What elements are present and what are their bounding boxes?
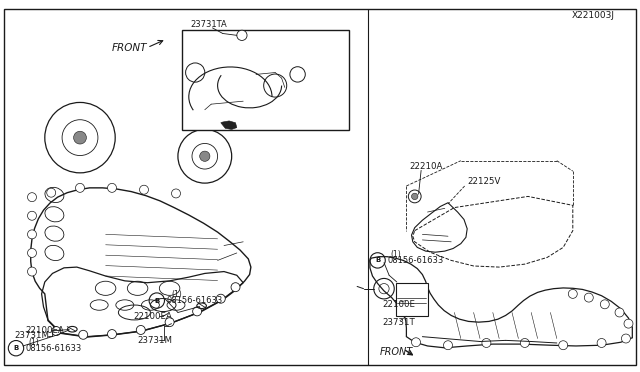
Circle shape <box>47 188 56 197</box>
Text: B: B <box>154 298 159 304</box>
Circle shape <box>200 151 210 161</box>
Circle shape <box>482 339 491 347</box>
Circle shape <box>559 341 568 350</box>
Text: (1): (1) <box>172 291 182 299</box>
Circle shape <box>28 267 36 276</box>
Text: 23731M: 23731M <box>138 336 173 345</box>
Text: X221003J: X221003J <box>572 11 614 20</box>
Text: 22100E: 22100E <box>382 300 415 309</box>
Circle shape <box>216 294 225 303</box>
Circle shape <box>79 330 88 339</box>
Circle shape <box>52 327 61 336</box>
Text: 23731M: 23731M <box>14 331 49 340</box>
Text: 22125V: 22125V <box>467 177 500 186</box>
Circle shape <box>74 131 86 144</box>
Text: 08156-61633: 08156-61633 <box>26 344 82 353</box>
Text: 22100EA: 22100EA <box>133 312 172 321</box>
Text: 08156-61633: 08156-61633 <box>387 256 444 265</box>
Polygon shape <box>221 121 237 129</box>
Circle shape <box>76 183 84 192</box>
Text: 22210A: 22210A <box>410 162 443 171</box>
Bar <box>396 283 428 316</box>
Text: (1): (1) <box>29 339 40 347</box>
Circle shape <box>624 319 633 328</box>
Circle shape <box>568 289 577 298</box>
Circle shape <box>237 30 247 41</box>
Circle shape <box>615 308 624 317</box>
Circle shape <box>28 230 36 239</box>
Text: 23731TA: 23731TA <box>191 20 227 29</box>
Circle shape <box>108 330 116 339</box>
Circle shape <box>584 293 593 302</box>
Text: (1): (1) <box>390 250 401 259</box>
Circle shape <box>28 193 36 202</box>
Text: FRONT: FRONT <box>380 347 413 356</box>
Text: B: B <box>13 345 19 351</box>
Bar <box>182 30 349 130</box>
Circle shape <box>108 183 116 192</box>
Circle shape <box>600 300 609 309</box>
Circle shape <box>28 248 36 257</box>
Circle shape <box>621 334 630 343</box>
Circle shape <box>597 339 606 347</box>
Text: FRONT: FRONT <box>112 44 147 53</box>
Circle shape <box>412 193 418 200</box>
Circle shape <box>140 185 148 194</box>
Circle shape <box>408 190 421 203</box>
Circle shape <box>412 338 420 347</box>
Circle shape <box>136 326 145 334</box>
Circle shape <box>165 318 174 327</box>
Circle shape <box>520 339 529 347</box>
Circle shape <box>231 283 240 292</box>
Text: 23731T: 23731T <box>382 318 415 327</box>
Circle shape <box>28 211 36 220</box>
Text: B: B <box>375 257 380 263</box>
Text: 22100EA: 22100EA <box>26 326 65 335</box>
Circle shape <box>444 341 452 350</box>
Text: 08156-61633: 08156-61633 <box>166 296 223 305</box>
Circle shape <box>193 307 202 316</box>
Circle shape <box>172 189 180 198</box>
